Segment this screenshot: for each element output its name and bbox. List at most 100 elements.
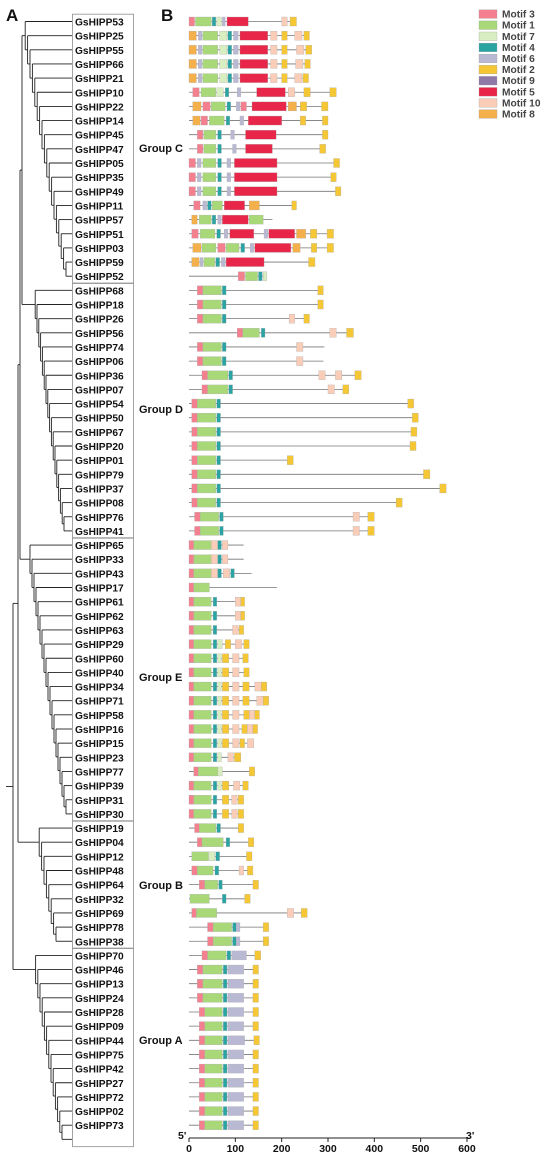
motif-box: [198, 45, 203, 55]
motif-box: [194, 512, 201, 522]
legend-label: Motif 2: [502, 65, 535, 76]
motif-box: [212, 639, 217, 649]
axis-tick-label: 0: [186, 1143, 192, 1155]
motif-box: [218, 880, 223, 890]
protein-track: [189, 285, 324, 296]
motif-box: [199, 1063, 205, 1074]
motif-box: [232, 710, 240, 720]
motif-box: [240, 101, 247, 112]
motif-box: [188, 724, 194, 734]
motif-box: [226, 186, 231, 196]
motif-box: [198, 30, 203, 41]
motif-box: [188, 597, 194, 607]
motif-box: [233, 780, 241, 791]
motif-box: [321, 101, 329, 112]
legend-swatch: [478, 31, 498, 41]
gene-label: GsHIPP01: [75, 456, 124, 467]
motif-box: [303, 30, 310, 41]
motif-box: [188, 653, 194, 663]
motif-box: [317, 285, 324, 296]
motif-box: [203, 144, 217, 154]
gene-label: GsHIPP60: [75, 654, 124, 665]
gene-label: GsHIPP39: [75, 782, 124, 793]
gene-label: GsHIPP51: [75, 230, 124, 241]
legend-swatch: [478, 20, 498, 30]
gene-label: GsHIPP52: [75, 272, 124, 283]
gene-label: GsHIPP16: [75, 725, 124, 736]
motif-box: [212, 795, 217, 805]
motif-box: [188, 30, 197, 41]
motif-box: [231, 795, 238, 805]
motif-box: [199, 823, 217, 833]
gene-label: GsHIPP48: [75, 867, 124, 878]
protein-track: [188, 667, 250, 678]
motif-box: [237, 271, 245, 281]
subgroup-boxes: [72, 13, 134, 1148]
gene-label: GsHIPP54: [75, 400, 124, 411]
protein-track: [189, 993, 259, 1003]
motif-box: [352, 512, 360, 522]
motif-box: [204, 1021, 223, 1031]
motif-box: [195, 16, 212, 27]
motif-box: [300, 908, 308, 918]
motif-box: [191, 398, 198, 409]
legend-label: Motif 10: [502, 98, 541, 109]
motif-box: [256, 696, 264, 706]
motif-box: [219, 45, 228, 55]
motif-box: [197, 865, 214, 876]
motif-box: [410, 427, 418, 437]
motif-box: [219, 512, 224, 522]
protein-track: [189, 950, 261, 961]
motif-box: [223, 1035, 228, 1045]
motif-box: [192, 101, 202, 112]
motif-box: [262, 936, 269, 946]
motif-box: [232, 696, 240, 706]
motif-box: [193, 738, 212, 748]
protein-track: [189, 257, 316, 267]
motif-box: [367, 526, 375, 536]
protein-track: [189, 526, 375, 536]
gene-label: GsHIPP47: [75, 145, 124, 156]
motif-box: [211, 101, 226, 112]
motif-box: [232, 625, 239, 635]
motif-box: [252, 1021, 259, 1031]
motif-box: [201, 370, 208, 380]
motif-box: [287, 455, 294, 465]
motif-box: [239, 30, 268, 41]
protein-track: [189, 200, 297, 211]
motif-box: [216, 483, 221, 494]
legend-label: Motif 1: [502, 21, 535, 32]
motif-box: [243, 710, 250, 720]
motif-box: [197, 413, 217, 423]
gene-label: GsHIPP30: [75, 810, 124, 821]
motif-box: [188, 554, 194, 564]
motif-box: [237, 809, 244, 819]
motif-box: [247, 865, 254, 876]
motif-box: [296, 229, 306, 239]
gene-label: GsHIPP38: [75, 937, 124, 948]
protein-track: [189, 455, 294, 465]
motif-box: [239, 59, 268, 69]
motif-box: [222, 214, 249, 225]
motif-box: [204, 1035, 223, 1045]
gene-label: GsHIPP79: [75, 470, 124, 481]
gene-label: GsHIPP14: [75, 117, 124, 128]
protein-track: [189, 101, 329, 112]
length-axis: 0 100 200 300 400 500 600 5' 3': [178, 1130, 476, 1155]
motif-box: [294, 73, 303, 83]
motif-box: [212, 710, 217, 720]
motif-box: [235, 639, 242, 649]
motif-box: [226, 950, 231, 961]
gene-label: GsHIPP20: [75, 442, 124, 453]
protein-track: [189, 979, 259, 989]
motif-box: [204, 1078, 223, 1088]
motif-box: [193, 710, 212, 720]
motif-box: [409, 441, 417, 451]
gene-label: GsHIPP63: [75, 626, 124, 637]
protein-track: [189, 130, 329, 140]
motif-box: [198, 766, 218, 777]
protein-track: [189, 1007, 259, 1017]
motif-box: [222, 681, 229, 692]
protein-track: [189, 908, 308, 918]
motif-box: [407, 398, 414, 409]
